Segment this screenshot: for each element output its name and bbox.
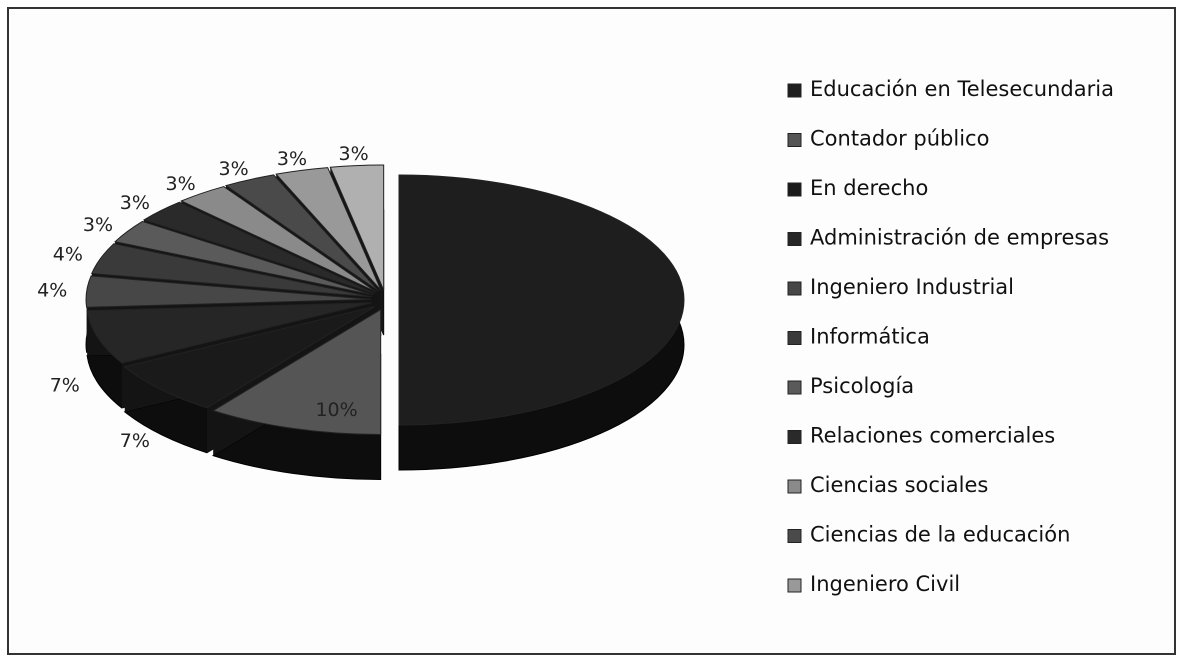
legend-label: Ciencias de la educación bbox=[810, 523, 1070, 547]
legend-label: Psicología bbox=[810, 374, 914, 398]
legend-label: Educación en Telesecundaria bbox=[810, 77, 1114, 101]
data-label: 3% bbox=[83, 214, 113, 236]
legend-label: En derecho bbox=[810, 176, 928, 200]
legend-swatch bbox=[787, 232, 802, 246]
slice bbox=[123, 306, 375, 409]
slice bbox=[398, 174, 685, 426]
legend-swatch bbox=[787, 479, 802, 494]
legend-label: Informática bbox=[810, 325, 930, 349]
slice bbox=[86, 302, 372, 364]
data-label: 3% bbox=[166, 173, 196, 195]
legend-swatch bbox=[787, 578, 802, 593]
slice bbox=[142, 201, 375, 294]
slice bbox=[180, 186, 377, 293]
legend-label: Relaciones comerciales bbox=[810, 424, 1055, 448]
data-label: 3% bbox=[120, 192, 150, 214]
data-label: 3% bbox=[339, 143, 369, 165]
data-label: 7% bbox=[50, 374, 80, 396]
legend-label: Contador público bbox=[810, 127, 989, 151]
slice bbox=[329, 164, 385, 291]
data-label: 7% bbox=[120, 430, 150, 452]
data-label: 3% bbox=[219, 158, 249, 180]
legend-label: Ingeniero Civil bbox=[810, 572, 960, 596]
slice bbox=[275, 167, 382, 291]
data-label: 10% bbox=[315, 399, 357, 421]
slice bbox=[114, 220, 374, 296]
legend-swatch bbox=[787, 83, 802, 98]
legend-swatch bbox=[787, 380, 802, 395]
legend-swatch bbox=[787, 529, 802, 543]
legend-swatch bbox=[787, 331, 802, 345]
data-label: 3% bbox=[277, 148, 307, 170]
slice bbox=[211, 308, 382, 436]
legend-label: Ingeniero Industrial bbox=[810, 275, 1014, 299]
legend-swatch bbox=[787, 281, 802, 296]
data-label: 4% bbox=[37, 279, 67, 301]
slice bbox=[85, 275, 372, 308]
legend-label: Administración de empresas bbox=[810, 226, 1109, 250]
legend-swatch bbox=[787, 133, 802, 147]
data-label: 4% bbox=[53, 243, 83, 265]
slice bbox=[90, 243, 372, 298]
legend-label: Ciencias sociales bbox=[810, 473, 988, 497]
legend-swatch bbox=[787, 182, 802, 197]
legend-swatch bbox=[787, 430, 802, 444]
slice bbox=[224, 174, 380, 292]
